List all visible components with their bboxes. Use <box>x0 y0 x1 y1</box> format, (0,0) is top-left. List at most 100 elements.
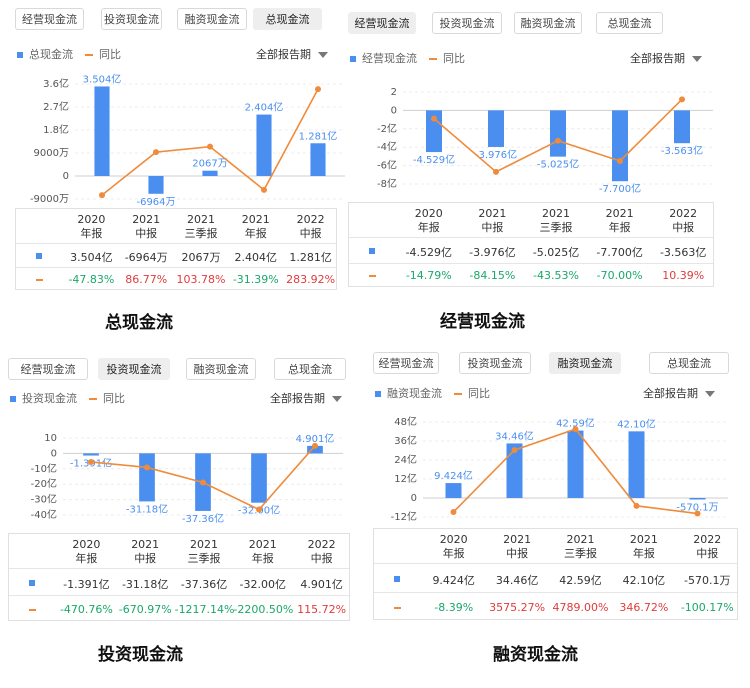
tab-2[interactable]: 投资现金流 <box>432 12 502 34</box>
yoy-point <box>207 143 213 150</box>
period-dropdown[interactable]: 全部报告期 <box>270 390 342 406</box>
tab-4[interactable]: 总现金流 <box>274 358 346 380</box>
bar-value-label: -6964万 <box>136 197 175 208</box>
tab-4[interactable]: 总现金流 <box>253 8 322 30</box>
y-tick-label: 48亿 <box>394 415 417 428</box>
yoy-point <box>153 149 159 156</box>
table-cell: -37.36亿 <box>180 577 228 591</box>
period-type: 年报 <box>251 552 274 565</box>
table-cell: 2021 年报 <box>588 207 652 235</box>
bar-value-label: -3.563亿 <box>661 144 703 157</box>
tab-4[interactable]: 总现金流 <box>649 352 729 374</box>
bar-value-label: 42.10亿 <box>617 417 656 430</box>
period-year: 2021 <box>605 207 634 220</box>
table-cell: 2020 年报 <box>57 538 116 566</box>
bar <box>256 114 272 176</box>
table-cell: -670.97% <box>118 602 172 616</box>
yoy-point <box>200 479 206 486</box>
y-tick-label: -9000万 <box>30 194 69 205</box>
tab-2[interactable]: 投资现金流 <box>459 352 531 374</box>
table-cell: 42.59亿 <box>559 573 602 587</box>
table-cell: -14.79% <box>405 269 452 283</box>
legend-bar-swatch <box>10 396 16 402</box>
yoy-point <box>256 506 262 513</box>
period-label: 全部报告期 <box>630 52 685 65</box>
y-tick-label: -20亿 <box>31 477 57 490</box>
table-cell: 4.901亿 <box>300 577 343 591</box>
cashflow-chart: 48亿 36亿 24亿 12亿 0 -12亿 9.424亿 34.46亿 42.59亿 42.10… <box>391 415 728 523</box>
bar <box>426 110 442 153</box>
tab-3[interactable]: 融资现金流 <box>549 352 621 374</box>
tab-3[interactable]: 融资现金流 <box>177 8 247 30</box>
table-row: -1.391亿 -31.18亿 -37.36亿 -32.00亿 4.901亿 <box>9 568 349 596</box>
chevron-down-icon <box>692 56 702 62</box>
chevron-down-icon <box>332 396 342 402</box>
table-cell: -4.529亿 <box>405 245 453 259</box>
tab-3[interactable]: 融资现金流 <box>514 12 582 34</box>
tab-1[interactable]: 经营现金流 <box>8 358 88 380</box>
period-year: 2022 <box>669 207 698 220</box>
table-cell: 2021 中报 <box>116 538 175 566</box>
y-tick-label: 3.6亿 <box>43 77 69 90</box>
row-marker-line <box>29 608 36 611</box>
period-dropdown[interactable]: 全部报告期 <box>630 50 702 66</box>
tab-4[interactable]: 总现金流 <box>596 12 663 34</box>
bar <box>628 431 645 498</box>
bar <box>488 110 504 147</box>
row-marker-bar <box>36 253 42 259</box>
table-cell: 103.78% <box>176 273 226 286</box>
period-year: 2022 <box>307 538 336 551</box>
chart-legend: 总现金流 同比 <box>17 46 121 62</box>
bar-value-label: -570.1万 <box>676 503 718 514</box>
legend-bar-label: 融资现金流 <box>387 387 442 400</box>
tab-2[interactable]: 投资现金流 <box>98 358 170 380</box>
tab-1[interactable]: 经营现金流 <box>373 352 439 374</box>
legend-line-label: 同比 <box>103 392 125 405</box>
table-cell: -31.18亿 <box>121 577 169 591</box>
yoy-point <box>633 502 640 509</box>
legend-bar-swatch <box>350 56 356 62</box>
table-cell: 2021 年报 <box>612 533 675 561</box>
period-year: 2021 <box>248 538 277 551</box>
table-cell: 2021 年报 <box>228 213 283 241</box>
period-type: 年报 <box>244 227 267 240</box>
period-year: 2020 <box>414 207 443 220</box>
tab-1[interactable]: 经营现金流 <box>348 12 416 34</box>
data-table: 2020 年报 2021 中报 2021 三季报 2021 年报 2022 中报 -1.391亿 -3… <box>8 533 350 621</box>
bar-value-label: 42.59亿 <box>556 417 595 430</box>
chevron-down-icon <box>705 391 715 397</box>
bar <box>612 110 628 182</box>
tab-3[interactable]: 融资现金流 <box>186 358 256 380</box>
report-panel: 经营现金流 投资现金流 融资现金流 总现金流 经营现金流 同比 全部报告期 2 0 -2亿 -4亿 -… <box>348 12 718 342</box>
legend-line-label: 同比 <box>468 387 490 400</box>
table-row: -14.79% -84.15% -43.53% -70.00% 10.39% <box>349 262 713 290</box>
period-dropdown[interactable]: 全部报告期 <box>256 46 328 62</box>
period-year: 2020 <box>439 533 468 546</box>
yoy-point <box>679 96 685 103</box>
legend-line-swatch <box>85 54 93 56</box>
table-cell: -470.76% <box>59 602 113 616</box>
yoy-point <box>511 447 518 454</box>
y-tick-label: -8亿 <box>377 177 397 190</box>
legend-line-label: 同比 <box>443 52 465 65</box>
period-dropdown[interactable]: 全部报告期 <box>643 385 715 401</box>
period-year: 2021 <box>186 213 215 226</box>
bar <box>445 483 462 498</box>
tab-2[interactable]: 投资现金流 <box>101 8 162 30</box>
cashflow-chart: 2 0 -2亿 -4亿 -6亿 -8亿 -4.529亿 -3.976亿 -5.025亿 -7.70… <box>377 87 713 195</box>
chart-caption: 总现金流 <box>105 313 173 333</box>
bar <box>202 170 218 176</box>
period-type: 三季报 <box>563 547 597 560</box>
chart-caption: 投资现金流 <box>98 645 183 665</box>
y-tick-label: -10亿 <box>31 462 57 475</box>
y-tick-label: 9000万 <box>34 148 69 159</box>
tab-1[interactable]: 经营现金流 <box>15 8 84 30</box>
table-row: -470.76% -670.97% -1217.14% -2200.50% 115.72… <box>9 595 349 623</box>
table-cell: 2021 三季报 <box>524 207 588 235</box>
period-label: 全部报告期 <box>256 48 311 61</box>
table-cell: 2.404亿 <box>234 251 278 264</box>
bar <box>94 86 110 176</box>
chart-caption: 经营现金流 <box>440 312 525 332</box>
period-year: 2021 <box>131 538 160 551</box>
y-tick-label: 0 <box>391 105 397 116</box>
